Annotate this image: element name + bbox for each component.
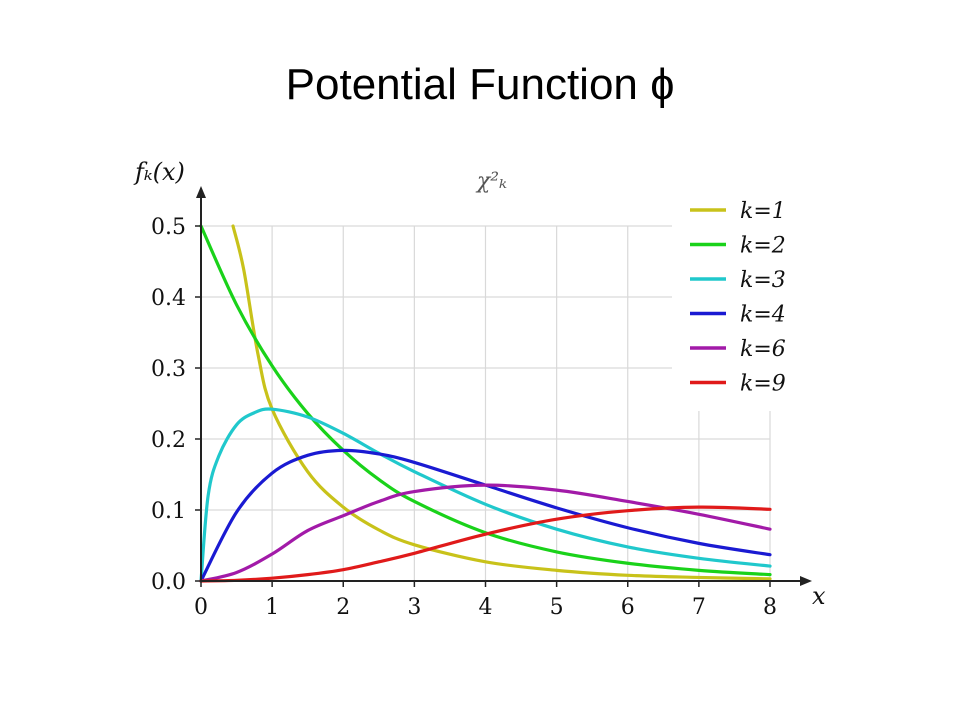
- slide-title: Potential Function ɸ: [285, 60, 675, 109]
- tick-labels: 0 1 2 3 4 5 6 7 8 0.0 0.1 0.2 0.3 0.4 0.5: [151, 215, 777, 620]
- x-tick-label: 5: [550, 595, 564, 620]
- x-tick-label: 7: [692, 595, 706, 620]
- x-tick-label: 6: [621, 595, 635, 620]
- series-line-k3: [199, 407, 772, 583]
- y-tick-label: 0.1: [151, 499, 186, 524]
- x-axis-arrow-icon: [800, 576, 812, 586]
- legend-label-k3: k=3: [740, 268, 786, 293]
- y-tick-label: 0.0: [151, 570, 186, 595]
- series-lines: [199, 224, 772, 583]
- legend-label-k6: k=6: [740, 337, 786, 362]
- x-tick-label: 8: [763, 595, 777, 620]
- x-tick-label: 1: [265, 595, 279, 620]
- series-line-k4: [199, 448, 772, 583]
- y-tick-label: 0.4: [151, 286, 186, 311]
- series-line-k6: [199, 483, 772, 583]
- y-axis-arrow-icon: [196, 186, 206, 198]
- y-tick-label: 0.2: [151, 428, 186, 453]
- series-line-k9: [199, 505, 772, 583]
- chart-title: χ²ₖ: [475, 169, 507, 194]
- series-line-k2: [199, 224, 772, 577]
- axes: [195, 186, 812, 587]
- series-line-k1: [231, 224, 772, 581]
- y-tick-label: 0.3: [151, 357, 186, 382]
- y-tick-label: 0.5: [151, 215, 186, 240]
- x-tick-label: 0: [194, 595, 208, 620]
- x-axis-label: x: [812, 582, 826, 610]
- x-tick-label: 2: [336, 595, 350, 620]
- x-tick-label: 4: [479, 595, 493, 620]
- x-tick-label: 3: [407, 595, 421, 620]
- y-axis-label: fₖ(x): [133, 158, 185, 186]
- legend-label-k1: k=1: [740, 199, 786, 224]
- legend-label-k4: k=4: [740, 303, 786, 328]
- legend: k=1 k=2 k=3 k=4 k=6 k=9: [672, 193, 786, 411]
- legend-label-k2: k=2: [740, 234, 786, 259]
- legend-box: [672, 193, 772, 411]
- legend-label-k9: k=9: [740, 372, 786, 397]
